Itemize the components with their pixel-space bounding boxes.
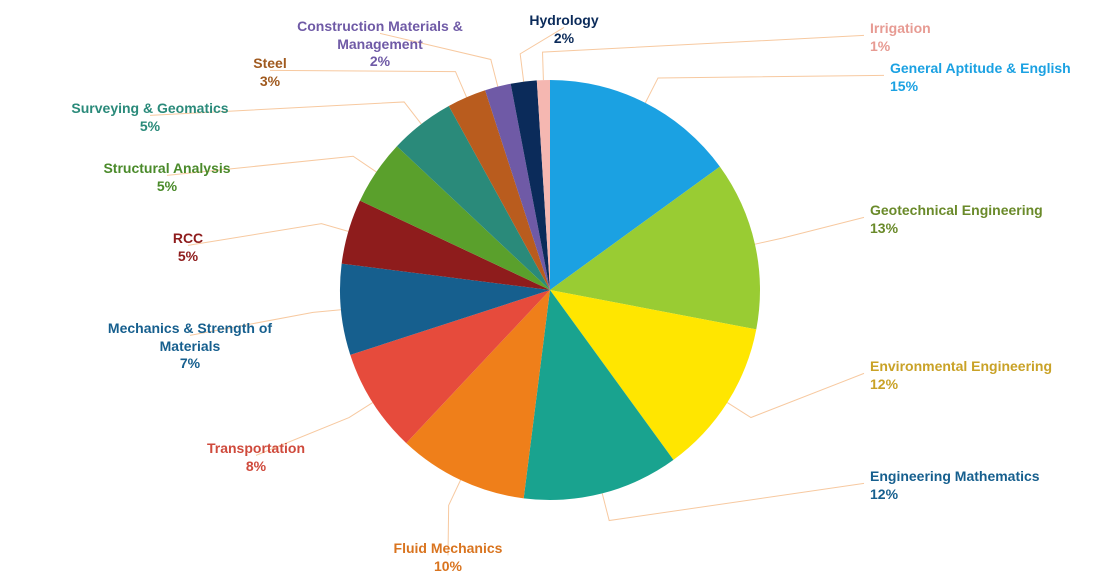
slice-label-pct: 12% bbox=[870, 486, 1040, 504]
slice-label-name: Construction Materials & Management bbox=[270, 18, 490, 53]
leader-line bbox=[602, 483, 864, 520]
leader-line bbox=[270, 70, 467, 97]
slice-label-pct: 5% bbox=[103, 178, 230, 196]
slice-label-pct: 15% bbox=[890, 78, 1071, 96]
slice-label: Transportation8% bbox=[207, 440, 305, 475]
slice-label-pct: 8% bbox=[207, 458, 305, 476]
slice-label-pct: 13% bbox=[870, 220, 1043, 238]
slice-label-name: Hydrology bbox=[529, 12, 598, 30]
slice-label-pct: 1% bbox=[870, 38, 931, 56]
slice-label: Irrigation1% bbox=[870, 20, 931, 55]
slice-label-name: Structural Analysis bbox=[103, 160, 230, 178]
slice-label: Hydrology2% bbox=[529, 12, 598, 47]
slice-label-name: Geotechnical Engineering bbox=[870, 202, 1043, 220]
slice-label-pct: 7% bbox=[80, 355, 300, 373]
slice-label: Structural Analysis5% bbox=[103, 160, 230, 195]
slice-label-pct: 2% bbox=[270, 53, 490, 71]
slice-label: Geotechnical Engineering13% bbox=[870, 202, 1043, 237]
slice-label-name: Irrigation bbox=[870, 20, 931, 38]
pie-chart: General Aptitude & English15% Geotechnica… bbox=[0, 0, 1100, 573]
slice-label-name: General Aptitude & English bbox=[890, 60, 1071, 78]
slice-label-pct: 3% bbox=[253, 73, 286, 91]
slice-label-name: Fluid Mechanics bbox=[394, 540, 503, 558]
slice-label-pct: 2% bbox=[529, 30, 598, 48]
slice-label-name: Mechanics & Strength of Materials bbox=[80, 320, 300, 355]
slice-label: Fluid Mechanics10% bbox=[394, 540, 503, 573]
slice-label: Construction Materials & Management2% bbox=[270, 18, 490, 71]
slice-label: General Aptitude & English15% bbox=[890, 60, 1071, 95]
leader-line bbox=[755, 217, 864, 244]
slice-label-pct: 5% bbox=[173, 248, 203, 266]
slice-label: RCC5% bbox=[173, 230, 203, 265]
slice-label-name: Engineering Mathematics bbox=[870, 468, 1040, 486]
slice-label-name: Transportation bbox=[207, 440, 305, 458]
slice-label-name: Environmental Engineering bbox=[870, 358, 1052, 376]
leader-line bbox=[727, 373, 864, 417]
leader-line bbox=[645, 75, 884, 102]
slice-label-pct: 5% bbox=[71, 118, 228, 136]
slice-label: Surveying & Geomatics5% bbox=[71, 100, 228, 135]
leader-line bbox=[188, 224, 348, 246]
slice-label-name: RCC bbox=[173, 230, 203, 248]
slice-label-pct: 10% bbox=[394, 558, 503, 573]
slice-label: Engineering Mathematics12% bbox=[870, 468, 1040, 503]
slice-label: Environmental Engineering12% bbox=[870, 358, 1052, 393]
slice-label: Mechanics & Strength of Materials7% bbox=[80, 320, 300, 373]
slice-label-name: Surveying & Geomatics bbox=[71, 100, 228, 118]
slice-label-pct: 12% bbox=[870, 376, 1052, 394]
